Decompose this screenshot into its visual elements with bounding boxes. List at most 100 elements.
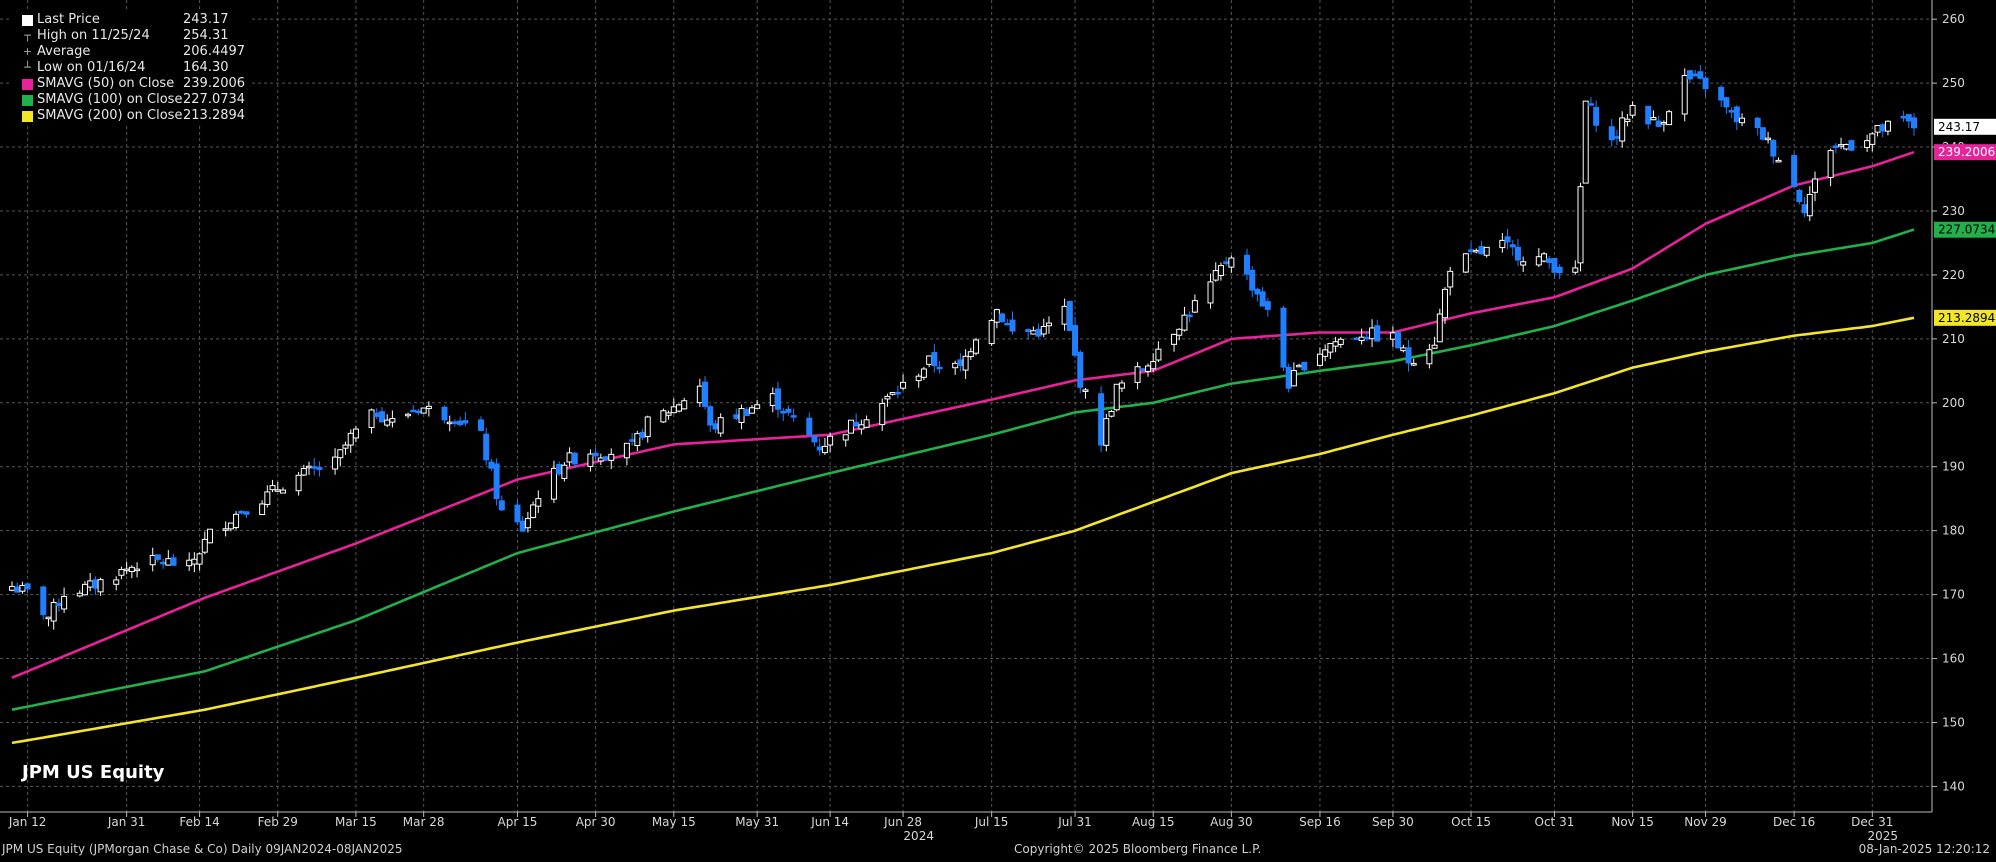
candle-up	[332, 456, 339, 470]
candle-down	[1546, 258, 1553, 263]
candle-up	[9, 585, 15, 591]
candle-down	[1259, 291, 1266, 307]
candle-up	[1322, 349, 1329, 357]
y-tick-label: 210	[1942, 332, 1965, 346]
candle-up	[295, 474, 302, 492]
candle-down	[451, 421, 458, 424]
candle-up	[1811, 178, 1818, 193]
candle-up	[623, 442, 630, 459]
value-tag-bg	[1934, 118, 1996, 135]
candle-up	[1212, 270, 1219, 281]
sma200-path	[11, 316, 1915, 745]
candle-up	[550, 467, 557, 500]
candle-down	[785, 408, 792, 413]
candle-down	[410, 409, 417, 413]
candle-down	[457, 420, 464, 426]
candle-up	[561, 464, 568, 479]
candle-up	[665, 412, 672, 416]
candle-down	[1374, 325, 1381, 342]
candle-up	[1108, 410, 1115, 417]
candle-down	[1718, 86, 1725, 101]
x-tick-label: May 31	[735, 815, 779, 829]
legend-label: Last Price	[37, 12, 100, 27]
x-tick-label: Feb 14	[179, 815, 219, 829]
candle-up	[1030, 330, 1037, 335]
legend-value: 243.17	[183, 12, 229, 27]
legend-value: 206.4497	[183, 44, 246, 59]
candle-down	[1186, 314, 1193, 318]
candle-up	[45, 616, 52, 620]
candle-up	[1624, 118, 1631, 123]
legend-label: SMAVG (50) on Close	[37, 76, 175, 91]
candle-up	[1838, 144, 1845, 147]
candle-up	[900, 381, 907, 389]
candle-up	[113, 579, 120, 585]
x-tick-label: Oct 15	[1451, 815, 1491, 829]
candle-down	[603, 456, 610, 461]
candle-down	[1697, 71, 1704, 79]
axes: 140150160170180190200210220230240250260J…	[0, 0, 1965, 843]
candle-down	[1301, 361, 1308, 371]
candle-down	[373, 412, 380, 417]
candle-down	[806, 417, 813, 436]
candle-up	[1447, 270, 1454, 288]
candle-down	[154, 554, 161, 560]
candle-up	[76, 592, 83, 597]
legend-label: SMAVG (200) on Close	[37, 108, 183, 123]
x-tick-label: Mar 28	[403, 815, 445, 829]
legend-label: Average	[37, 44, 91, 59]
candle-up	[1400, 347, 1407, 352]
legend-swatch	[22, 14, 33, 26]
y-tick-label: 160	[1942, 652, 1965, 666]
candle-up	[222, 528, 229, 531]
candle-up	[368, 409, 375, 428]
candle-down	[519, 520, 526, 532]
candle-up	[134, 568, 141, 572]
candle-down	[999, 313, 1006, 323]
candle-up	[952, 362, 959, 369]
candle-up	[1155, 348, 1162, 361]
candle-up	[1061, 305, 1068, 325]
legend: Last Price 243.17 ┬ High on 11/25/24 254…	[10, 10, 250, 126]
candle-up	[1118, 382, 1125, 389]
candle-up	[1296, 364, 1303, 368]
x-tick-label: Dec 31	[1851, 815, 1893, 829]
legend-last-price: Last Price 243.17	[10, 12, 245, 28]
candle-up	[1765, 137, 1772, 141]
candle-up	[1572, 267, 1579, 273]
candle-up	[227, 522, 234, 530]
legend-sma50: SMAVG (50) on Close 239.2006	[10, 76, 245, 92]
candle-down	[1770, 140, 1777, 157]
y-tick-label: 260	[1942, 12, 1965, 26]
candles	[9, 65, 1917, 630]
candle-up	[858, 424, 865, 430]
legend-average: + Average 206.4497	[10, 44, 245, 60]
candle-down	[498, 500, 505, 511]
candle-down	[40, 586, 47, 616]
candle-up	[597, 457, 604, 462]
candle-down	[1593, 107, 1600, 126]
candle-up	[535, 498, 542, 507]
candle-up	[97, 579, 104, 593]
candle-down	[1728, 110, 1735, 113]
right-value-tags: 243.17 239.2006 227.0734 213.2894	[1934, 118, 1996, 326]
candle-up	[660, 410, 667, 423]
candle-up	[1619, 117, 1626, 142]
candle-down	[811, 435, 818, 443]
candle-down	[1405, 347, 1412, 364]
candle-up	[1582, 100, 1589, 184]
candle-down	[243, 511, 250, 515]
candle-up	[973, 339, 980, 354]
candle-up	[1827, 150, 1834, 178]
footer-copyright: Copyright© 2025 Bloomberg Finance L.P.	[1014, 842, 1262, 856]
candle-up	[191, 558, 198, 565]
candle-down	[441, 406, 448, 421]
candle-up	[1181, 314, 1188, 331]
legend-label: High on 11/25/24	[37, 28, 150, 43]
candle-down	[816, 446, 823, 451]
candle-up	[201, 538, 208, 553]
candle-up	[1577, 186, 1584, 264]
candle-down	[1395, 332, 1402, 349]
candle-up	[915, 375, 922, 382]
candle-down	[894, 391, 901, 395]
